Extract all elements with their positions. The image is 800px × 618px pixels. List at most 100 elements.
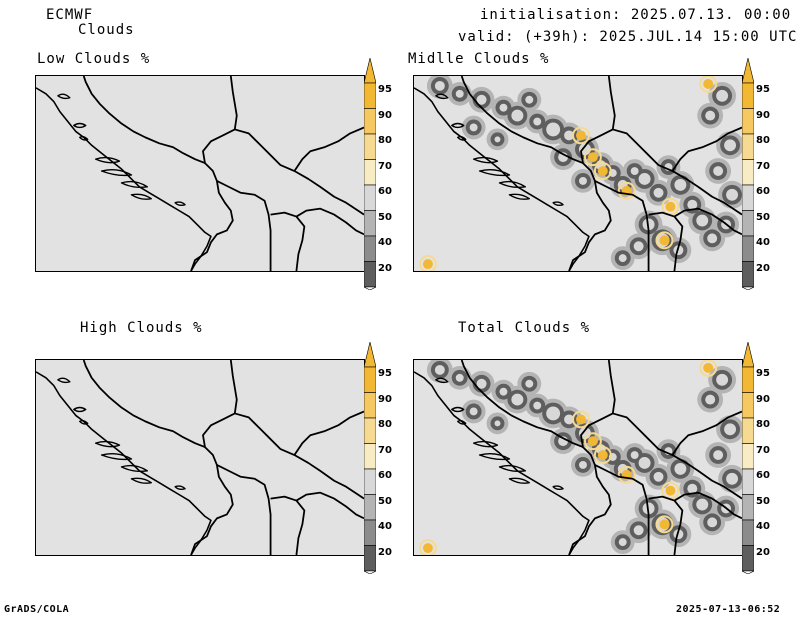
colorbar-segment [742, 82, 754, 109]
cloud-area [687, 483, 698, 494]
colorbar-tick-label: 40 [378, 521, 392, 532]
colorbar-tick-label: 95 [378, 368, 392, 379]
island [457, 420, 467, 425]
colorbar-segment [742, 108, 754, 135]
cloud-area-dense [593, 446, 612, 464]
cloud-area [546, 406, 561, 421]
cloud-area [674, 178, 687, 191]
colorbar-tick-label: 80 [378, 419, 392, 430]
colorbar-tick-label: 50 [756, 495, 770, 507]
cloud-area-dense [703, 78, 714, 89]
cloud-area [578, 460, 587, 469]
colorbar-tick-label: 20 [378, 262, 392, 274]
colorbar-segment [364, 210, 376, 237]
cloud-area [476, 94, 487, 105]
cloud-area [638, 457, 651, 469]
colorbar-tick-label: 90 [378, 109, 392, 121]
cloud-area [707, 517, 718, 528]
colorbar-top-arrow [364, 342, 376, 368]
colorbar-tick-label: 90 [756, 393, 770, 405]
island [472, 156, 499, 164]
colorbar-segment [742, 261, 754, 288]
country-border [293, 410, 364, 456]
colorbar-top-arrow [742, 58, 754, 84]
colorbar-graphic [364, 342, 376, 574]
colorbar-segment [364, 519, 376, 546]
cloud-area [630, 167, 639, 175]
country-border [216, 464, 272, 555]
colorbar-tick-label: 80 [756, 419, 770, 430]
cloud-area-dense [699, 360, 718, 377]
colorbar-tick-label: 80 [378, 135, 392, 146]
island [79, 420, 89, 425]
island [552, 201, 564, 207]
cloud-area [618, 254, 627, 263]
island [130, 193, 152, 200]
cloud-area-dense [703, 362, 714, 373]
island [451, 122, 465, 129]
cloud-area [716, 89, 729, 102]
cloud-area-dense [576, 414, 586, 425]
country-border [648, 495, 684, 555]
island [478, 169, 511, 177]
country-border [673, 491, 742, 520]
island [79, 136, 89, 141]
colorbar-segment [364, 545, 376, 572]
cloud-area [633, 241, 644, 252]
island [174, 201, 186, 207]
cloud-area-dense [418, 539, 437, 555]
colorbar-tick-label: 60 [756, 470, 770, 481]
footer-software: GrADS/COLA [4, 604, 70, 615]
cloud-area-dense [587, 152, 598, 163]
total-clouds-map [413, 359, 743, 556]
country-border [295, 491, 364, 520]
country-border [671, 410, 742, 456]
footer-timestamp: 2025-07-13-06:52 [676, 604, 781, 615]
colorbar-segment [742, 519, 754, 546]
cloud-area [713, 450, 724, 460]
country-border [270, 211, 306, 271]
coastline [36, 371, 212, 555]
country-border [295, 207, 364, 236]
cloud-area [713, 166, 724, 176]
colorbar-segment [364, 443, 376, 470]
colorbar-bottom-arrow [742, 286, 754, 290]
colorbar-segment [364, 261, 376, 288]
colorbar-segment [742, 417, 754, 444]
cloud-area [469, 407, 478, 416]
island [73, 406, 87, 413]
cloud-area-dense [655, 231, 674, 250]
island [94, 440, 121, 448]
country-border [568, 128, 742, 271]
cloud-area [674, 462, 687, 475]
colorbar-tick-label: 50 [378, 211, 392, 223]
middle-clouds-map [413, 75, 743, 272]
island [57, 93, 71, 100]
cloud-area-dense [593, 162, 612, 180]
colorbar-segment [742, 468, 754, 495]
colorbar-segment [364, 235, 376, 262]
colorbar-top-arrow [364, 58, 376, 84]
cloud-area [726, 472, 739, 485]
island [472, 440, 499, 448]
colorbar-segment [742, 133, 754, 160]
cloud-area [726, 188, 739, 201]
cloud-area-dense [597, 450, 608, 460]
colorbar-tick-label: 95 [378, 84, 392, 95]
country-border [190, 412, 364, 555]
colorbar-tick-label: 50 [756, 211, 770, 223]
cloud-area-dense [665, 201, 676, 212]
colorbar-segment [364, 184, 376, 211]
colorbar-segment [742, 235, 754, 262]
country-border [229, 76, 238, 130]
country-border [270, 495, 306, 555]
country-border [648, 211, 684, 271]
cloud-area-dense [587, 436, 598, 447]
cloud-area [455, 89, 464, 98]
colorbar-segment [364, 468, 376, 495]
colorbar-tick-label: 70 [378, 444, 392, 456]
cloud-area [696, 498, 709, 511]
island [498, 464, 527, 473]
country-border [190, 128, 364, 271]
colorbar-graphic [742, 342, 754, 574]
